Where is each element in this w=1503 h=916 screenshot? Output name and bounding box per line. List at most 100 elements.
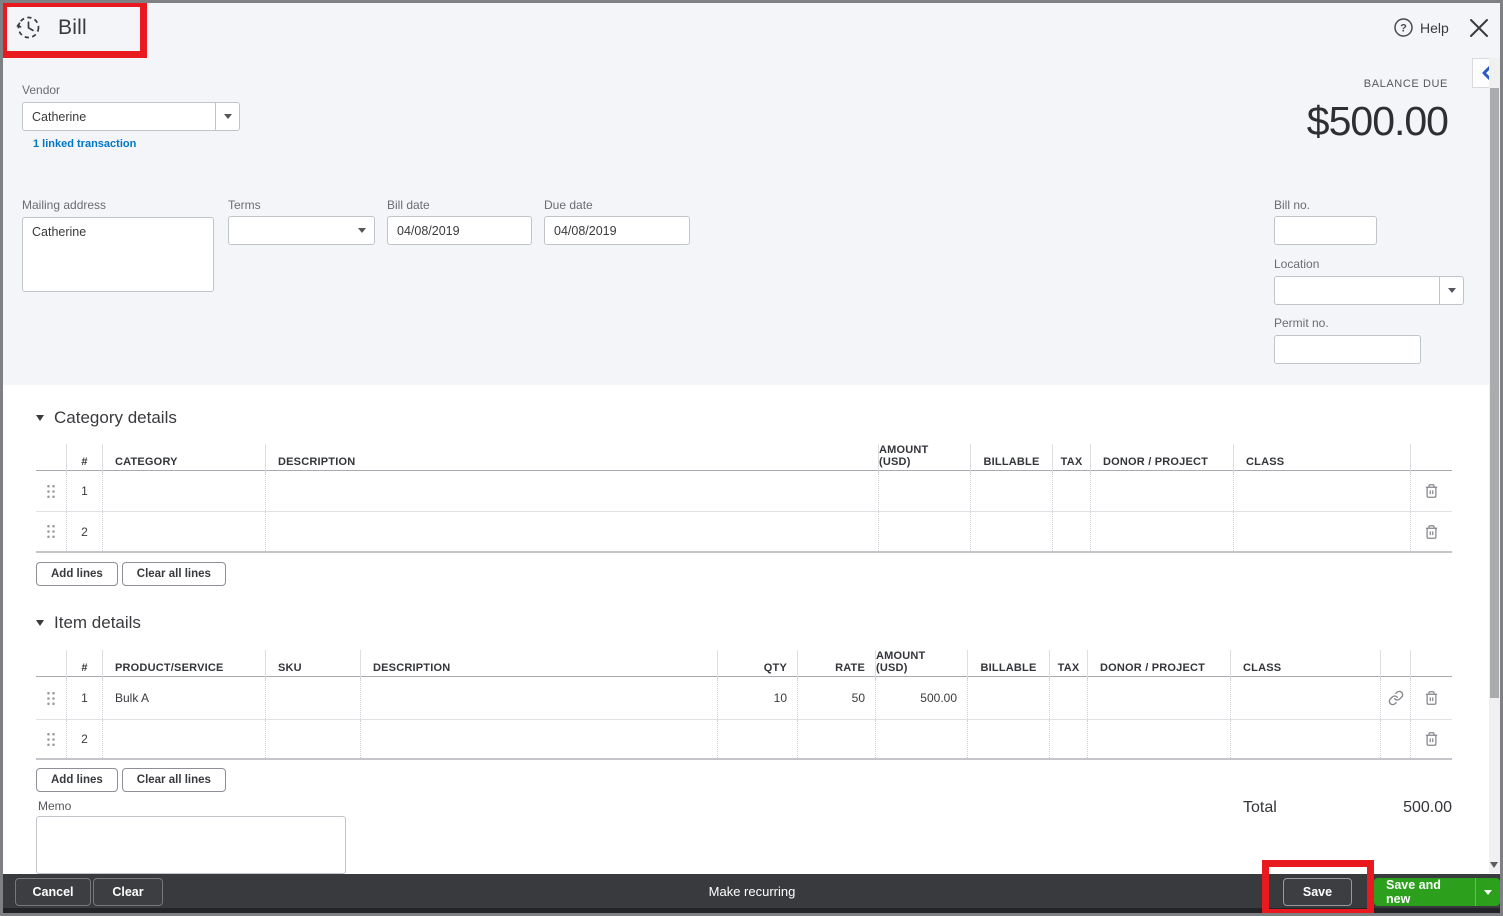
scrollbar-track[interactable] (1489, 58, 1500, 873)
qty-cell[interactable] (717, 720, 797, 758)
help-label: Help (1420, 19, 1449, 36)
rate-cell[interactable]: 50 (797, 677, 875, 719)
vendor-select[interactable]: Catherine (22, 102, 240, 131)
billable-cell[interactable] (970, 471, 1052, 511)
item-details-toggle[interactable]: Item details (36, 613, 141, 633)
tax-cell[interactable] (1049, 720, 1087, 758)
row-number: 1 (66, 677, 102, 719)
donor-project-cell[interactable] (1090, 512, 1233, 551)
memo-label: Memo (38, 799, 72, 813)
bill-date-input[interactable] (387, 216, 532, 245)
donor-project-cell[interactable] (1090, 471, 1233, 511)
item-row-2: 2 (36, 720, 1452, 760)
permit-no-label: Permit no. (1274, 316, 1329, 330)
product-service-cell[interactable] (102, 720, 265, 758)
item-clear-all-lines-button[interactable]: Clear all lines (121, 768, 226, 792)
description-cell[interactable] (265, 512, 878, 551)
class-cell[interactable] (1233, 512, 1410, 551)
category-add-lines-button[interactable]: Add lines (36, 562, 118, 586)
delete-row-button[interactable] (1411, 524, 1452, 540)
drag-handle[interactable] (36, 471, 66, 511)
location-dropdown-button[interactable] (1439, 277, 1463, 304)
mailing-address-field[interactable]: Catherine (22, 217, 214, 292)
vendor-dropdown-button[interactable] (215, 103, 239, 130)
col-header-billable: BILLABLE (967, 650, 1049, 680)
rate-cell[interactable] (797, 720, 875, 758)
location-value (1275, 277, 1439, 304)
item-add-lines-button[interactable]: Add lines (36, 768, 118, 792)
delete-row-button[interactable] (1411, 731, 1452, 747)
class-cell[interactable] (1230, 677, 1380, 719)
chevron-down-icon (1483, 889, 1492, 895)
terms-dropdown-button[interactable] (350, 217, 374, 244)
close-icon[interactable] (1466, 15, 1492, 41)
permit-no-input[interactable] (1274, 335, 1421, 364)
delete-row-button[interactable] (1411, 690, 1452, 706)
col-header-tax: TAX (1049, 650, 1087, 680)
help-icon: ? (1394, 18, 1413, 37)
linked-transaction-link[interactable]: 1 linked transaction (33, 138, 137, 150)
sku-cell[interactable] (265, 677, 360, 719)
col-header-class: CLASS (1233, 444, 1410, 474)
drag-handle[interactable] (36, 720, 66, 758)
help-button[interactable]: ? Help (1394, 18, 1449, 37)
trash-icon (1425, 484, 1438, 498)
donor-project-cell[interactable] (1087, 677, 1230, 719)
bill-no-input[interactable] (1274, 216, 1377, 245)
due-date-input[interactable] (544, 216, 690, 245)
svg-text:?: ? (1400, 23, 1407, 35)
save-and-new-button[interactable]: Save and new (1374, 878, 1500, 906)
category-row-1: 1 (36, 471, 1452, 512)
linked-transaction-button[interactable] (1381, 690, 1410, 706)
drag-handle[interactable] (36, 512, 66, 551)
memo-field[interactable] (36, 816, 346, 874)
bill-date-label: Bill date (387, 198, 430, 212)
item-details-title: Item details (54, 613, 141, 632)
category-details-title: Category details (54, 408, 177, 427)
scrollbar-down-arrow-icon[interactable] (1490, 862, 1498, 868)
amount-cell[interactable] (878, 471, 970, 511)
chevron-down-icon (358, 228, 366, 233)
save-button[interactable]: Save (1283, 878, 1352, 906)
description-cell[interactable] (360, 677, 717, 719)
sku-cell[interactable] (265, 720, 360, 758)
tax-cell[interactable] (1049, 677, 1087, 719)
make-recurring-button[interactable]: Make recurring (708, 883, 796, 899)
delete-row-button[interactable] (1411, 483, 1452, 499)
tax-cell[interactable] (1052, 512, 1090, 551)
item-table-header: # PRODUCT/SERVICE SKU DESCRIPTION QTY RA… (36, 650, 1452, 680)
row-number: 1 (66, 471, 102, 511)
amount-cell[interactable] (878, 512, 970, 551)
footer-bar: Cancel Clear Make recurring Save Save an… (3, 874, 1500, 913)
terms-select[interactable] (228, 216, 375, 245)
donor-project-cell[interactable] (1087, 720, 1230, 758)
category-clear-all-lines-button[interactable]: Clear all lines (121, 562, 226, 586)
billable-cell[interactable] (967, 720, 1049, 758)
location-select[interactable] (1274, 276, 1464, 305)
description-cell[interactable] (360, 720, 717, 758)
category-cell[interactable] (102, 512, 265, 551)
bill-no-label: Bill no. (1274, 198, 1311, 212)
cancel-button[interactable]: Cancel (15, 878, 91, 906)
product-service-cell[interactable]: Bulk A (102, 677, 265, 719)
recurring-bill-icon (16, 16, 40, 39)
amount-cell[interactable] (875, 720, 967, 758)
save-options-dropdown-button[interactable] (1476, 889, 1500, 895)
class-cell[interactable] (1233, 471, 1410, 511)
drag-handle[interactable] (36, 677, 66, 719)
scrollbar-thumb[interactable] (1490, 88, 1499, 698)
tax-cell[interactable] (1052, 471, 1090, 511)
trash-icon (1425, 524, 1438, 539)
col-header-description: DESCRIPTION (265, 444, 878, 474)
category-cell[interactable] (102, 471, 265, 511)
clear-button[interactable]: Clear (93, 878, 163, 906)
description-cell[interactable] (265, 471, 878, 511)
billable-cell[interactable] (967, 677, 1049, 719)
amount-cell[interactable]: 500.00 (875, 677, 967, 719)
category-details-toggle[interactable]: Category details (36, 408, 177, 428)
qty-cell[interactable]: 10 (717, 677, 797, 719)
billable-cell[interactable] (970, 512, 1052, 551)
mailing-address-label: Mailing address (22, 198, 107, 212)
class-cell[interactable] (1230, 720, 1380, 758)
col-header-product-service: PRODUCT/SERVICE (102, 650, 265, 680)
